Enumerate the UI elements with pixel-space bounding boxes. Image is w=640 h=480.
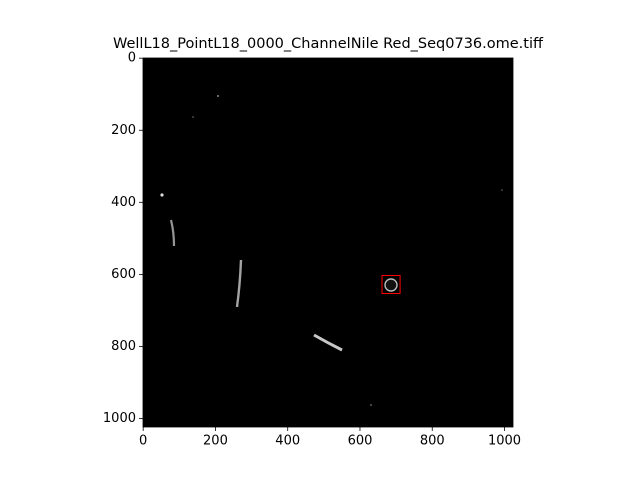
spot: [370, 404, 372, 406]
y-tick-label: 800: [111, 339, 136, 354]
streak: [235, 259, 243, 308]
y-tick-label: 400: [111, 195, 136, 210]
image-area: [143, 58, 513, 427]
image: [143, 58, 513, 427]
spot: [160, 193, 164, 197]
spot: [217, 95, 219, 97]
y-tick-label: 0: [128, 51, 136, 66]
cell: [384, 278, 398, 292]
chart-title: WellL18_PointL18_0000_ChannelNile Red_Se…: [113, 36, 544, 52]
detection-box: [381, 274, 401, 294]
x-tick-label: 1000: [488, 434, 521, 449]
x-tick-label: 200: [203, 434, 228, 449]
spot: [501, 189, 503, 191]
x-tick-label: 800: [420, 434, 445, 449]
x-tick-label: 0: [139, 434, 147, 449]
streak: [169, 219, 176, 247]
axes-frame: [142, 57, 514, 428]
x-tick-label: 400: [275, 434, 300, 449]
y-tick-label: 200: [111, 123, 136, 138]
image-features: [160, 95, 503, 406]
streak: [313, 333, 343, 352]
y-tick-label: 600: [111, 267, 136, 282]
x-tick-label: 600: [348, 434, 373, 449]
spot: [192, 116, 194, 118]
y-tick-label: 1000: [103, 411, 136, 426]
